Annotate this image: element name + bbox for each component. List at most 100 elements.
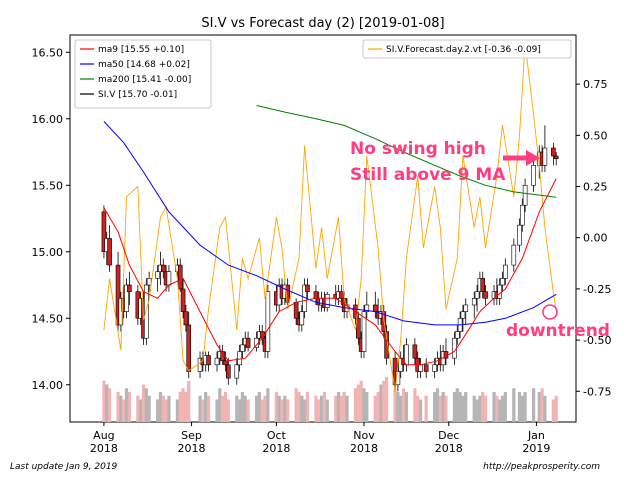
axes: 14.00 14.50 15.00 15.50 16.00 16.50 -0.75 -0.50… [32,46,612,455]
candle-body [101,211,107,253]
volume-bar [492,392,496,422]
candle-body [454,331,460,339]
ma9-line [103,178,557,366]
volume-bar [156,399,160,422]
legend-right-box [362,39,572,59]
annotation-arrow-head [526,150,540,166]
candle-body [460,311,466,319]
volume-bar [122,399,126,422]
annotation-downtrend: downtrend [506,321,610,341]
candle-body [364,304,370,312]
volume-bar [167,395,171,422]
volume-bar [263,395,267,422]
candle-body [259,331,265,339]
legend-left-box [74,39,212,109]
volume-bar [319,395,324,422]
volume-bar [345,395,349,422]
candle-body [183,311,189,326]
volume-bar [240,392,245,422]
candle-body [463,304,469,312]
volume-bar [464,392,468,422]
volume-bar [226,399,230,422]
volume-bar [461,395,465,422]
volume-bar [336,392,341,422]
x-tick-label-line: 2019 [522,442,550,455]
candle-body [423,364,429,372]
volume-bar [322,392,327,422]
volume-bar [175,399,180,422]
candle-body [356,317,361,339]
legend-left-entry: ma200 [15.41 -0.00] [98,75,191,85]
volume-bar [399,395,403,422]
volume-bar [438,395,442,422]
candle-body [115,264,121,326]
volume-bars [102,377,558,422]
volume-bar [305,392,310,422]
candle-body [293,302,299,319]
volume-bar [376,392,380,422]
candle-body [497,284,502,299]
candle-body [372,304,378,312]
volume-bar [424,395,428,422]
ma200-line [256,105,557,198]
x-tick-label-line: 2018 [262,442,290,455]
candle-body [107,238,112,266]
candle-body [412,344,418,359]
volume-bar [444,395,448,422]
volume-bar [246,399,250,422]
y-tick-label-right: 0.75 [583,78,608,91]
volume-bar [260,399,264,422]
candle-body [339,291,344,299]
volume-bar [393,388,397,422]
volume-bar [540,388,544,422]
volume-bar [147,395,151,422]
volume-bar [435,388,440,422]
candle-body [240,344,245,352]
candle-body [517,224,522,246]
y-tick-label-right: 0.00 [583,232,608,245]
y-tick-label-left: 15.50 [32,179,64,192]
candle-body [519,204,525,226]
legend-left-entry: SI.V [15.70 -0.01] [98,90,177,100]
ma50-line [103,121,557,326]
candle-body [324,294,330,308]
volume-bar [300,395,304,422]
candle-body [313,291,319,299]
x-tick-label: Aug 2018 [90,429,118,455]
volume-bar [116,392,120,422]
volume-bar [362,388,366,422]
annotation-no-swing-high: No swing high [350,139,486,159]
y-tick-label-right: -0.75 [583,385,611,398]
legend-left-entry: ma50 [14.68 +0.02] [98,60,190,70]
candle-body [503,264,508,279]
volume-bar [317,399,321,422]
x-tick-label-line: Sep [181,429,202,442]
volume-bar [475,399,479,422]
x-tick-label-line: 2018 [178,442,206,455]
x-tick-label: Nov 2018 [350,429,378,455]
volume-bar [107,388,112,422]
volume-bar [257,392,261,422]
candle-body [452,337,457,359]
volume-bar [314,395,318,422]
volume-bar [523,392,527,422]
x-tick-label-line: Nov [353,429,375,442]
volume-bar [266,388,270,422]
volume-bar [105,384,109,422]
candle-body [144,284,149,339]
volume-bar [127,392,131,422]
volume-bar [274,392,278,422]
x-tick-label-line: Jan [527,429,545,442]
volume-bar [161,395,165,422]
volume-bar [187,380,191,422]
y-tick-label-left: 14.00 [32,379,64,392]
volume-bar [283,395,287,422]
volume-bar [551,399,555,422]
volume-bar [201,399,205,422]
indicator-lines [103,43,557,392]
volume-bar [198,395,202,422]
candle-body [418,364,423,372]
candle-body [214,357,220,366]
candle-body [160,264,166,273]
